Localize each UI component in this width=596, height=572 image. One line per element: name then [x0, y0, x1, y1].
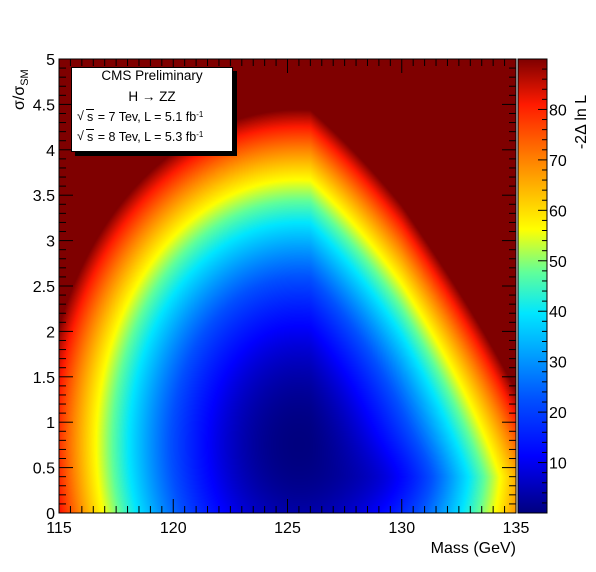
z-axis-title: -2Δ ln L	[573, 95, 590, 149]
y-tick-label: 2.5	[33, 279, 55, 296]
y-tick-label: 1	[46, 415, 55, 432]
z-tick-label: 50	[549, 254, 567, 271]
sqrt-symbol: s	[77, 129, 95, 144]
y-tick-label: 3	[46, 234, 55, 251]
z-tick-label: 20	[549, 405, 567, 422]
legend-8tev-exponent: -1	[196, 130, 204, 139]
z-tick-label: 10	[549, 456, 567, 473]
legend-box: CMS Preliminary H → ZZ s = 7 Tev, L = 5.…	[71, 67, 233, 152]
y-tick-label: 3.5	[33, 188, 55, 205]
sqrt-radicand: s	[86, 129, 95, 144]
x-tick-label: 115	[46, 520, 72, 537]
y-tick-label: 4	[46, 143, 55, 160]
legend-8tev-text: = 8 Tev, L = 5.3 fb	[94, 130, 197, 144]
y-axis-ticks: 0 0.5 1 1.5 2 2.5 3 3.5 4 4.5 5	[33, 52, 516, 523]
legend-7tev-exponent: -1	[196, 110, 204, 119]
y-tick-label: 1.5	[33, 370, 55, 387]
x-tick-label: 130	[388, 520, 415, 537]
x-tick-label: 135	[503, 520, 530, 537]
x-axis-ticks: 115 120 125 130 135	[46, 59, 529, 537]
sqrt-symbol: s	[77, 109, 95, 124]
legend-7tev-text: = 7 Tev, L = 5.1 fb	[94, 110, 197, 124]
y-tick-label: 0.5	[33, 461, 55, 478]
y-axis-title: σ/σSM	[11, 69, 31, 110]
z-tick-label: 70	[549, 153, 567, 170]
y-tick-label: 5	[46, 52, 55, 69]
y-axis-title-sub: SM	[19, 69, 31, 86]
sqrt-radicand: s	[86, 109, 95, 124]
y-tick-label: 0	[46, 506, 55, 523]
legend-channel-label: H → ZZ	[128, 89, 176, 104]
color-bar-ticks: 10 20 30 40 50 60 70 80	[538, 68, 567, 504]
z-tick-label: 40	[549, 304, 567, 321]
legend-dataset-8tev: s = 8 Tev, L = 5.3 fb-1	[72, 129, 232, 144]
color-bar	[517, 58, 548, 514]
legend-experiment-label: CMS Preliminary	[101, 68, 203, 83]
z-tick-label: 80	[549, 102, 567, 119]
x-tick-label: 125	[274, 520, 301, 537]
y-tick-label: 4.5	[33, 97, 55, 114]
z-tick-label: 60	[549, 203, 567, 220]
legend-dataset-7tev: s = 7 Tev, L = 5.1 fb-1	[72, 109, 232, 124]
z-tick-label: 30	[549, 355, 567, 372]
y-axis-title-main: σ/σ	[11, 86, 28, 110]
x-tick-label: 120	[160, 520, 187, 537]
y-tick-label: 2	[46, 324, 55, 341]
x-axis-title: Mass (GeV)	[431, 540, 516, 557]
